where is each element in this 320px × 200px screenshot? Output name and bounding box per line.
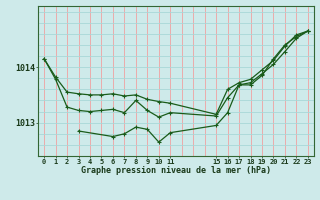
- X-axis label: Graphe pression niveau de la mer (hPa): Graphe pression niveau de la mer (hPa): [81, 166, 271, 175]
